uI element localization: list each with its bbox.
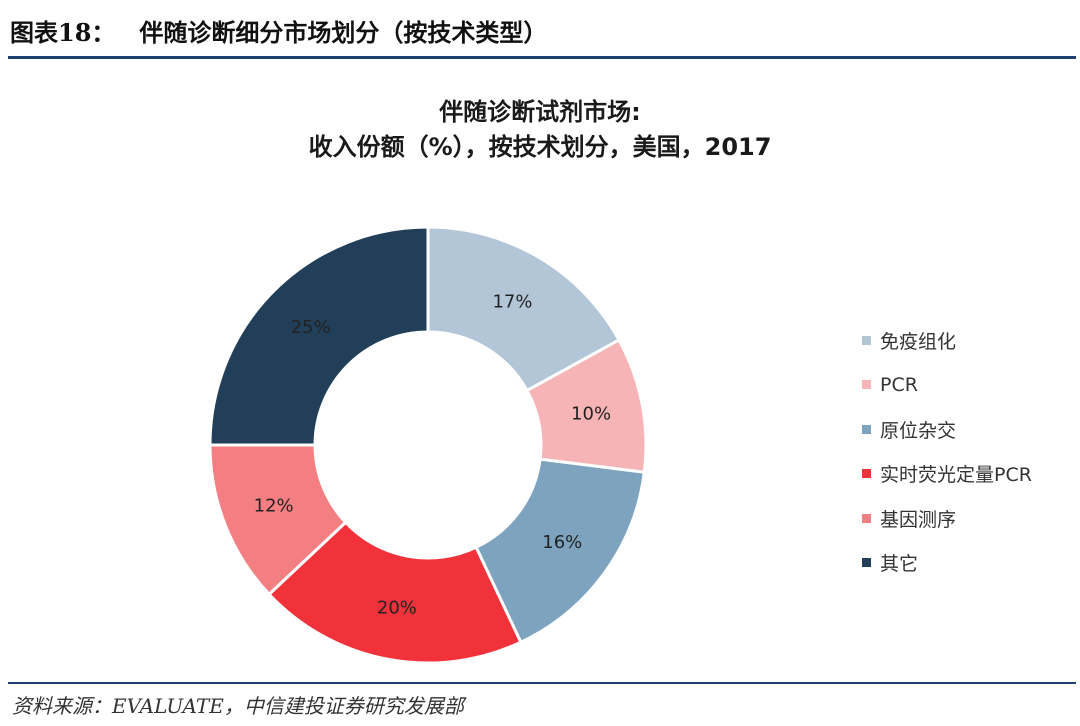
legend-swatch xyxy=(862,513,871,523)
legend-label: 基因测序 xyxy=(880,508,957,531)
chart-subtitle: 收入份额（%），按技术划分，美国，2017 xyxy=(308,133,772,161)
donut-slice-3 xyxy=(266,520,523,665)
chart-legend: 免疫组化 PCR 原位杂交实时荧光定量PCR 基因测序其它 xyxy=(862,318,1032,585)
legend-item-3: 实时荧光定量PCR xyxy=(862,452,1032,497)
figure-header: 图表18： 伴随诊断细分市场划分（按技术类型） xyxy=(10,10,547,50)
legend-swatch xyxy=(862,424,871,434)
header-rule xyxy=(8,56,1076,59)
slice-value-label-4: 12% xyxy=(254,496,294,517)
legend-item-4: 基因测序 xyxy=(862,496,1032,541)
source-note: 资料来源：EVALUATE，中信建投证券研究发展部 xyxy=(12,694,464,718)
legend-item-0: 免疫组化 xyxy=(862,318,1032,363)
donut-slice-5 xyxy=(208,225,430,447)
legend-swatch xyxy=(862,335,871,345)
legend-label: 其它 xyxy=(880,553,919,576)
chart-title: 伴随诊断试剂市场: xyxy=(439,98,641,126)
legend-item-2: 原位杂交 xyxy=(862,407,1032,452)
slice-value-label-1: 10% xyxy=(571,403,611,424)
figure-label: 图表18： xyxy=(10,17,116,47)
slice-value-label-0: 17% xyxy=(492,292,532,313)
legend-item-1: PCR xyxy=(862,363,1032,408)
slice-value-label-5: 25% xyxy=(291,317,331,338)
slice-value-label-2: 16% xyxy=(542,532,582,553)
figure-title: 伴随诊断细分市场划分（按技术类型） xyxy=(139,17,548,47)
legend-item-5: 其它 xyxy=(862,541,1032,586)
footer-rule xyxy=(8,682,1076,684)
legend-swatch xyxy=(862,469,871,479)
legend-label: PCR xyxy=(880,373,918,396)
donut-slice-2 xyxy=(474,457,646,645)
donut-slice-0 xyxy=(426,225,622,393)
legend-label: 实时荧光定量PCR xyxy=(880,464,1032,487)
slice-value-label-3: 20% xyxy=(377,598,417,619)
legend-label: 原位杂交 xyxy=(880,419,957,442)
legend-swatch xyxy=(862,558,871,568)
legend-swatch xyxy=(862,380,871,390)
legend-label: 免疫组化 xyxy=(880,330,957,353)
